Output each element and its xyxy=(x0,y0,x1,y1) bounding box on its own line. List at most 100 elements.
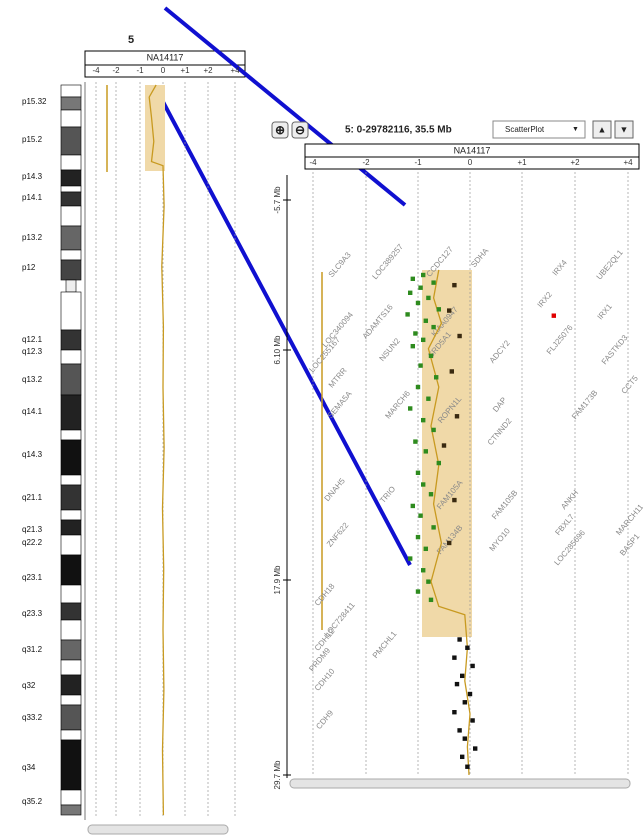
gene-label: CDH9 xyxy=(314,708,335,731)
ideogram-band xyxy=(61,603,81,620)
scrollbar[interactable] xyxy=(88,825,228,834)
gene-label: PMCHL1 xyxy=(371,629,399,660)
band-label: p15.2 xyxy=(22,135,43,144)
probe-point xyxy=(421,568,425,572)
probe-point xyxy=(452,655,456,659)
ideogram-band xyxy=(61,510,81,520)
band-label: q12.1 xyxy=(22,335,43,344)
gene-label: CTNND2 xyxy=(486,416,514,447)
probe-point xyxy=(411,344,415,348)
probe-point xyxy=(465,765,469,769)
gene-label: FASTKD3 xyxy=(600,333,630,366)
band-label: p12 xyxy=(22,263,36,272)
view-name: ScatterPlot xyxy=(505,125,545,134)
probe-point xyxy=(413,439,417,443)
band-label: q21.3 xyxy=(22,525,43,534)
ideogram-band xyxy=(61,660,81,675)
probe-point xyxy=(457,334,461,338)
y-tick-label: 6.10 Mb xyxy=(273,335,282,364)
band-label: p14.1 xyxy=(22,193,43,202)
ideogram-band xyxy=(61,330,81,350)
scrollbar[interactable] xyxy=(290,779,630,788)
probe-point xyxy=(450,369,454,373)
probe-point xyxy=(426,296,430,300)
ideogram-band xyxy=(61,620,81,640)
gene-label: IRX4 xyxy=(551,258,570,278)
gene-label: NSUN2 xyxy=(378,336,403,363)
probe-point xyxy=(421,482,425,486)
ideogram-band xyxy=(61,155,81,170)
band-label: q35.2 xyxy=(22,797,43,806)
ideogram-band xyxy=(61,192,81,206)
probe-point xyxy=(429,492,433,496)
ideogram-band xyxy=(61,350,81,364)
band-label: q23.3 xyxy=(22,609,43,618)
probe-point xyxy=(416,589,420,593)
x-tick-label: -2 xyxy=(362,158,370,167)
band-label: p14.3 xyxy=(22,172,43,181)
x-tick-label: +4 xyxy=(230,66,240,75)
ideogram-band xyxy=(61,705,81,730)
probe-point xyxy=(463,700,467,704)
ideogram-band xyxy=(61,805,81,815)
ideogram-band xyxy=(61,695,81,705)
probe-point xyxy=(424,547,428,551)
band-label: q33.2 xyxy=(22,713,43,722)
zoom-out-icon: ⊖ xyxy=(295,123,305,137)
gene-label: FBXL7 xyxy=(553,512,576,537)
ideogram-band xyxy=(61,485,81,510)
band-label: q32 xyxy=(22,681,36,690)
ideogram-band xyxy=(61,395,81,430)
probe-point xyxy=(421,273,425,277)
ideogram xyxy=(61,85,81,815)
gene-label: UBE2QL1 xyxy=(595,248,625,282)
probe-point xyxy=(463,736,467,740)
dropdown-arrow: ▼ xyxy=(572,126,579,133)
probe-point xyxy=(452,710,456,714)
ideogram-band xyxy=(61,186,81,192)
probe-point xyxy=(431,280,435,284)
probe-point xyxy=(437,461,441,465)
probe-point xyxy=(429,354,433,358)
ideogram-band xyxy=(61,170,81,186)
gene-label: FAM105B xyxy=(490,488,519,521)
band-label: q23.1 xyxy=(22,573,43,582)
x-tick-label: -4 xyxy=(92,66,100,75)
ideogram-band xyxy=(61,520,81,535)
x-tick-label: +2 xyxy=(203,66,213,75)
probe-point xyxy=(408,291,412,295)
x-tick-label: -1 xyxy=(414,158,422,167)
gene-label: SEMA5A xyxy=(326,389,354,420)
sample-name: NA14117 xyxy=(147,52,184,62)
probe-point xyxy=(452,283,456,287)
segment-shading xyxy=(145,85,165,171)
ideogram-band xyxy=(61,440,81,475)
probe-point xyxy=(426,397,430,401)
probe-point xyxy=(431,525,435,529)
band-label: q22.2 xyxy=(22,538,43,547)
ideogram-band xyxy=(61,790,81,805)
probe-point xyxy=(431,325,435,329)
probe-point xyxy=(437,307,441,311)
probe-point xyxy=(416,535,420,539)
probe-point xyxy=(452,498,456,502)
ideogram-band xyxy=(61,226,81,250)
ideogram-band xyxy=(66,280,76,292)
zoom-in-icon: ⊕ xyxy=(275,123,285,137)
gene-label: MYO10 xyxy=(488,526,513,553)
ideogram-band xyxy=(61,535,81,555)
band-label: p13.2 xyxy=(22,233,43,242)
ideogram-band xyxy=(61,740,81,790)
region-label: 5: 0-29782116, 35.5 Mb xyxy=(345,125,452,136)
ideogram-band xyxy=(61,364,81,395)
down-icon: ▼ xyxy=(620,124,629,134)
gene-label: FAM173B xyxy=(570,388,599,421)
up-icon: ▲ xyxy=(598,124,607,134)
gene-label: MARCH6 xyxy=(383,388,412,420)
ideogram-band xyxy=(61,206,81,226)
probe-point xyxy=(431,428,435,432)
x-tick-label: +1 xyxy=(517,158,527,167)
x-tick-label: 0 xyxy=(468,158,473,167)
gene-label: TRIO xyxy=(378,485,397,505)
ideogram-band xyxy=(61,127,81,155)
